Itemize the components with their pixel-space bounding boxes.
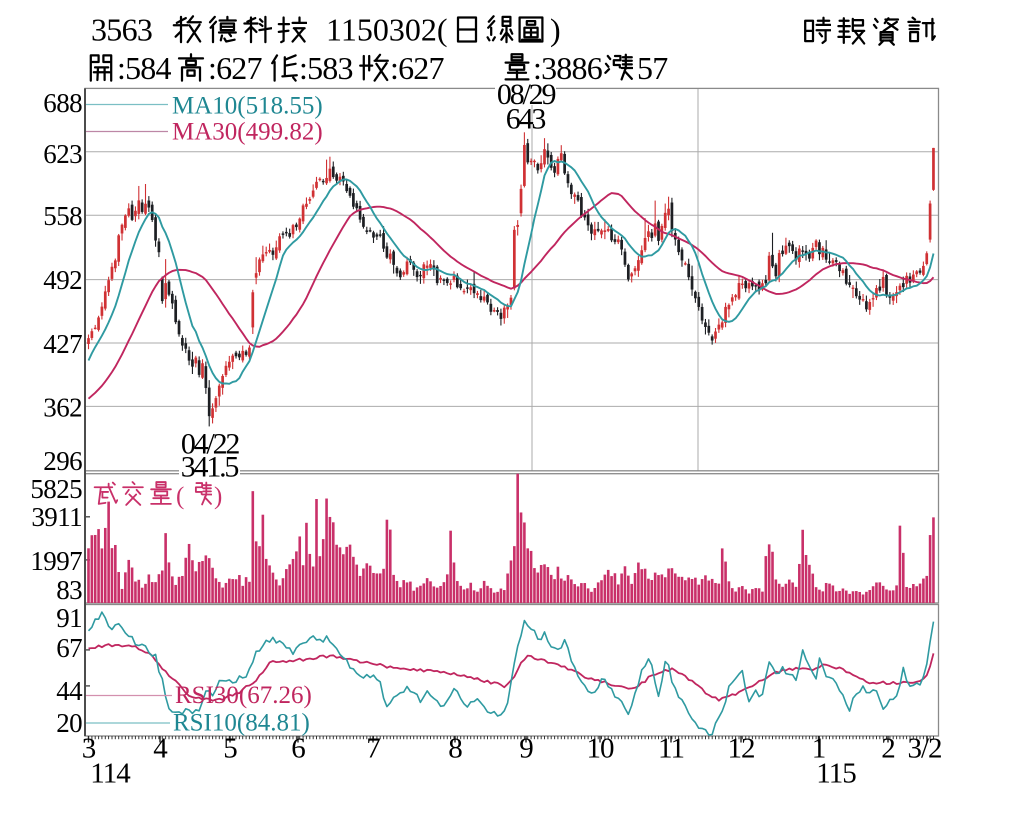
svg-text:5: 5 [223, 733, 237, 765]
svg-text:MA10(518.55): MA10(518.55) [172, 93, 323, 120]
svg-text:20: 20 [56, 708, 82, 738]
svg-text:115: 115 [816, 758, 856, 790]
svg-text:3563: 3563 [91, 12, 152, 48]
svg-text:643: 643 [506, 103, 546, 136]
svg-text:688: 688 [43, 88, 82, 118]
svg-text:1997: 1997 [30, 546, 82, 576]
svg-text:3: 3 [82, 733, 96, 765]
svg-text:9: 9 [519, 733, 533, 765]
svg-text:1150302(: 1150302( [326, 12, 447, 48]
svg-text:04/22: 04/22 [181, 428, 240, 461]
svg-text:7: 7 [366, 733, 380, 765]
svg-text:3911: 3911 [31, 502, 82, 532]
svg-text::627: :627 [208, 50, 262, 86]
svg-text:4: 4 [153, 733, 168, 765]
svg-text::627: :627 [390, 50, 444, 86]
svg-text:RSI10(84.81): RSI10(84.81) [173, 710, 310, 737]
svg-text:10: 10 [587, 733, 615, 765]
svg-text:MA30(499.82): MA30(499.82) [172, 119, 323, 146]
svg-text::584: :584 [117, 50, 171, 86]
svg-text:558: 558 [43, 201, 82, 231]
svg-text::583: :583 [299, 50, 353, 86]
svg-text:): ) [214, 483, 222, 510]
svg-text:11: 11 [658, 733, 684, 765]
svg-text:623: 623 [43, 139, 82, 169]
svg-text:12: 12 [728, 733, 755, 765]
svg-text:114: 114 [90, 758, 131, 790]
svg-text:(: ( [176, 483, 184, 510]
svg-text:83: 83 [56, 575, 82, 605]
svg-text:341.5: 341.5 [181, 451, 239, 484]
svg-text:91: 91 [56, 603, 82, 633]
svg-text:44: 44 [56, 676, 83, 706]
svg-text:2: 2 [881, 733, 895, 765]
svg-text:67: 67 [56, 633, 82, 663]
svg-text:08/29: 08/29 [497, 78, 556, 111]
svg-text:492: 492 [43, 265, 82, 295]
svg-text:6: 6 [291, 733, 305, 765]
svg-text:8: 8 [448, 733, 462, 765]
svg-text:1: 1 [812, 733, 826, 765]
svg-text::3886: :3886 [533, 50, 603, 86]
svg-text:296: 296 [43, 446, 82, 476]
svg-text:3/2: 3/2 [907, 733, 941, 765]
svg-text:427: 427 [43, 329, 82, 359]
svg-text:362: 362 [43, 393, 82, 423]
svg-text:RSI30(67.26): RSI30(67.26) [175, 682, 312, 709]
svg-text:): ) [550, 12, 561, 48]
svg-text:5825: 5825 [30, 474, 82, 504]
svg-text:57: 57 [637, 50, 668, 86]
